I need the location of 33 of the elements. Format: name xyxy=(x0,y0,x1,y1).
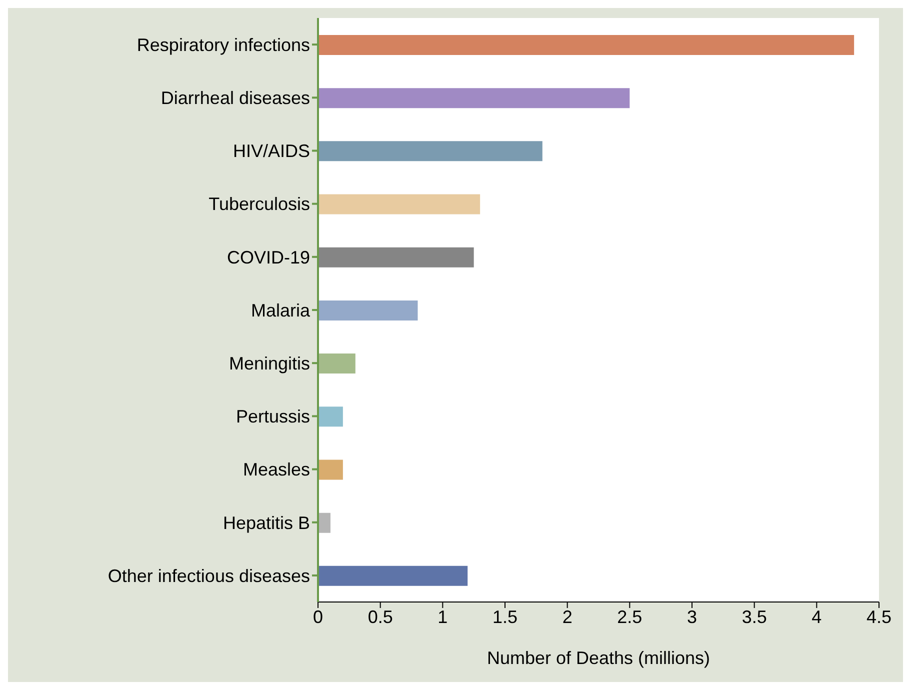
y-tick-label: Malaria xyxy=(250,300,311,320)
y-tick-label: COVID-19 xyxy=(226,247,310,268)
bar xyxy=(318,460,343,480)
x-tick-label: 3 xyxy=(686,606,698,627)
bar xyxy=(318,88,630,108)
bar xyxy=(318,35,854,55)
y-tick-label: Hepatitis B xyxy=(222,512,310,533)
y-tick-label: Tuberculosis xyxy=(208,194,310,214)
x-tick-label: 2.5 xyxy=(617,606,642,627)
x-tick-label: 2 xyxy=(562,606,572,627)
y-tick-label: Other infectious diseases xyxy=(108,566,310,586)
x-tick-label: 0.5 xyxy=(368,606,393,627)
y-tick-label: Respiratory infections xyxy=(136,34,310,55)
y-tick-label: Measles xyxy=(242,460,310,480)
x-tick-label: 4.5 xyxy=(866,606,892,627)
bar xyxy=(318,406,343,427)
bar xyxy=(318,194,480,214)
y-tick-label: Pertussis xyxy=(236,406,310,427)
x-tick-label: 4 xyxy=(812,606,822,627)
x-tick-label: 0 xyxy=(312,606,324,627)
y-tick-label: HIV/AIDS xyxy=(232,141,310,162)
x-axis-title: Number of Deaths (millions) xyxy=(486,648,710,668)
bar xyxy=(318,300,418,320)
bar xyxy=(318,566,468,586)
x-tick-label: 1.5 xyxy=(492,606,518,627)
bar xyxy=(318,354,356,374)
bar xyxy=(318,141,542,162)
bar xyxy=(318,512,330,533)
x-tick-label: 3.5 xyxy=(742,606,767,627)
y-tick-label: Meningitis xyxy=(228,353,310,374)
y-tick-label: Diarrheal diseases xyxy=(160,88,310,108)
x-tick-label: 1 xyxy=(438,606,448,627)
bar xyxy=(318,247,474,268)
